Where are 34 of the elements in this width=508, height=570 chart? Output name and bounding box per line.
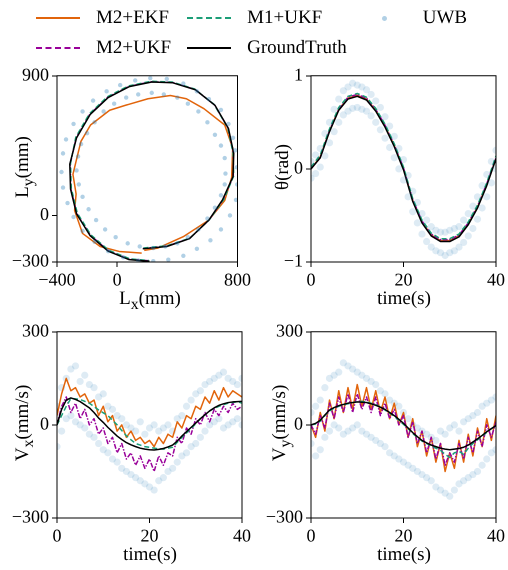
y-tick-label: 0 <box>40 204 49 224</box>
x-tick-label: 0 <box>52 526 62 546</box>
legend-label: M2+EKF <box>96 7 170 29</box>
y-tick-label: −300 <box>12 250 49 271</box>
x-axis-title: time(s) <box>376 288 432 310</box>
y-tick-label: −1 <box>284 250 303 271</box>
legend-label: M2+UKF <box>96 37 172 59</box>
y-tick-label: 1 <box>294 64 303 85</box>
legend-label: UWB <box>422 7 468 29</box>
x-axis-title: L$_{x}$(mm) <box>118 288 182 315</box>
y-tick-label: 0 <box>294 158 303 178</box>
x-tick-label: 40 <box>233 526 251 546</box>
x-tick-label: 800 <box>224 270 251 290</box>
legend-label: GroundTruth <box>247 37 347 59</box>
y-tick-label: −300 <box>266 506 303 527</box>
x-axis-title: time(s) <box>122 544 178 566</box>
x-tick-label: 20 <box>394 270 412 290</box>
legend-label: M1+UKF <box>247 7 322 29</box>
x-tick-label: 0 <box>112 270 122 290</box>
x-tick-label: −400 <box>38 270 76 290</box>
x-tick-label: 0 <box>306 270 316 290</box>
y-tick-label: 300 <box>22 320 49 341</box>
y-tick-label: 300 <box>276 320 303 341</box>
y-tick-label: 900 <box>22 64 49 85</box>
x-tick-label: 0 <box>306 526 316 546</box>
x-tick-label: 20 <box>140 526 158 546</box>
y-tick-label: −300 <box>12 506 49 527</box>
y-tick-label: 0 <box>40 414 49 434</box>
y-axis-title: θ(rad) <box>272 144 294 190</box>
x-tick-label: 40 <box>487 270 505 290</box>
x-tick-label: 20 <box>394 526 412 546</box>
x-tick-label: 40 <box>487 526 505 546</box>
x-axis-title: time(s) <box>376 544 432 566</box>
y-tick-label: 0 <box>294 414 303 434</box>
